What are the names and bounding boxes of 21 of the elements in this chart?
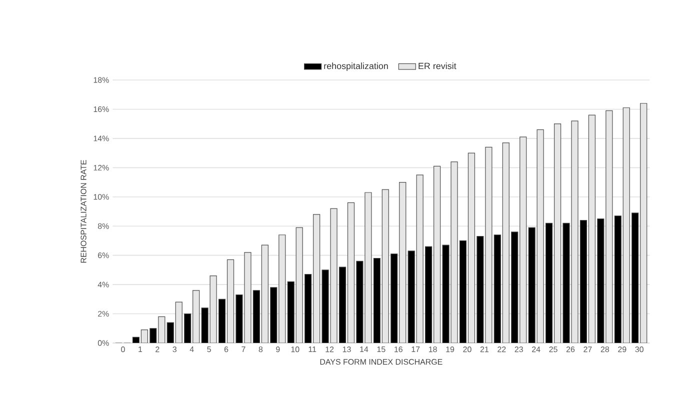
bar	[304, 274, 312, 343]
bar	[252, 290, 260, 343]
legend-label: ER revisit	[418, 62, 456, 70]
bar	[373, 258, 380, 343]
bar	[459, 240, 467, 343]
bar	[580, 220, 588, 343]
bar	[425, 246, 432, 343]
bar	[338, 266, 346, 343]
bar	[270, 287, 278, 343]
bar	[511, 232, 518, 343]
bar	[408, 250, 415, 343]
bar	[632, 212, 639, 343]
bar	[494, 234, 501, 343]
bar	[528, 227, 536, 343]
bar	[218, 298, 226, 343]
bar	[287, 281, 294, 343]
bar	[614, 216, 622, 343]
bar	[184, 313, 192, 343]
bar	[390, 254, 398, 343]
bar	[545, 222, 553, 343]
legend-label: rehospitalization	[324, 62, 388, 71]
